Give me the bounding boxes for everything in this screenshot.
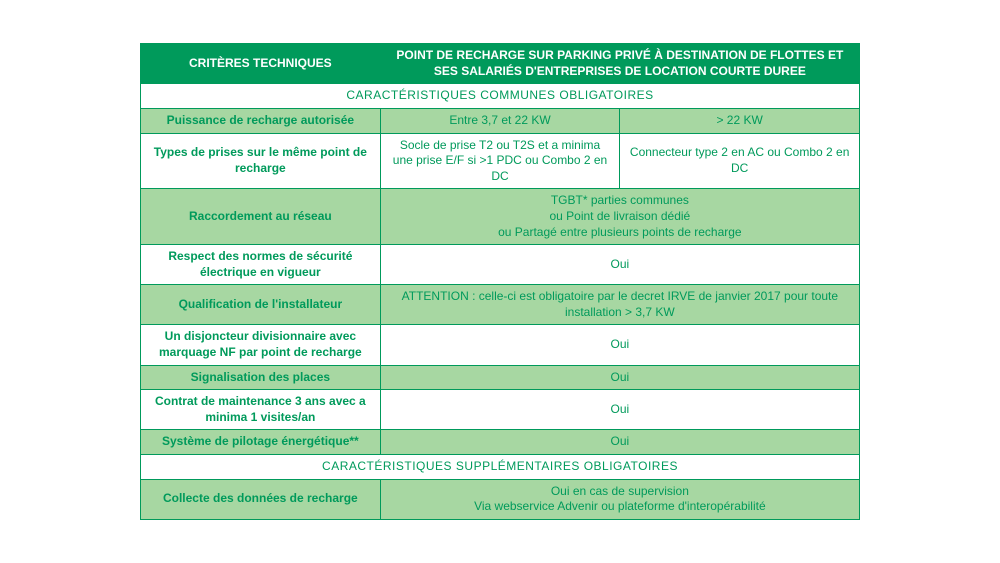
raccordement-line2: ou Point de livraison dédié (549, 209, 690, 223)
row-prises-label: Types de prises sur le même point de rec… (141, 133, 381, 189)
row-pilotage-label: Système de pilotage énergétique** (141, 430, 381, 455)
collecte-line2: Via webservice Advenir ou plateforme d'i… (474, 499, 766, 513)
header-criteria: CRITÈRES TECHNIQUES (141, 44, 381, 84)
row-qualification-label: Qualification de l'installateur (141, 285, 381, 325)
row-puissance-col1: Entre 3,7 et 22 KW (380, 108, 620, 133)
row-signalisation-label: Signalisation des places (141, 365, 381, 390)
row-pilotage-value: Oui (380, 430, 859, 455)
row-securite-value: Oui (380, 245, 859, 285)
row-raccordement-value: TGBT* parties communes ou Point de livra… (380, 189, 859, 245)
section-supplementary: CARACTÉRISTIQUES SUPPLÉMENTAIRES OBLIGAT… (141, 455, 860, 480)
row-signalisation-value: Oui (380, 365, 859, 390)
section-common: CARACTÉRISTIQUES COMMUNES OBLIGATOIRES (141, 84, 860, 109)
row-maintenance-value: Oui (380, 390, 859, 430)
row-collecte-label: Collecte des données de recharge (141, 479, 381, 519)
row-securite-label: Respect des normes de sécurité électriqu… (141, 245, 381, 285)
row-raccordement-label: Raccordement au réseau (141, 189, 381, 245)
raccordement-line1: TGBT* parties communes (551, 193, 689, 207)
row-maintenance-label: Contrat de maintenance 3 ans avec a mini… (141, 390, 381, 430)
collecte-line1: Oui en cas de supervision (551, 484, 689, 498)
row-disjoncteur-label: Un disjoncteur divisionnaire avec marqua… (141, 325, 381, 365)
criteria-table: CRITÈRES TECHNIQUES POINT DE RECHARGE SU… (140, 43, 860, 520)
row-puissance-label: Puissance de recharge autorisée (141, 108, 381, 133)
row-prises-col1: Socle de prise T2 ou T2S et a minima une… (380, 133, 620, 189)
row-disjoncteur-value: Oui (380, 325, 859, 365)
raccordement-line3: ou Partagé entre plusieurs points de rec… (498, 225, 742, 239)
row-prises-col2: Connecteur type 2 en AC ou Combo 2 en DC (620, 133, 860, 189)
row-collecte-value: Oui en cas de supervision Via webservice… (380, 479, 859, 519)
header-point-recharge: POINT DE RECHARGE SUR PARKING PRIVÉ À DE… (380, 44, 859, 84)
row-puissance-col2: > 22 KW (620, 108, 860, 133)
row-qualification-value: ATTENTION : celle-ci est obligatoire par… (380, 285, 859, 325)
